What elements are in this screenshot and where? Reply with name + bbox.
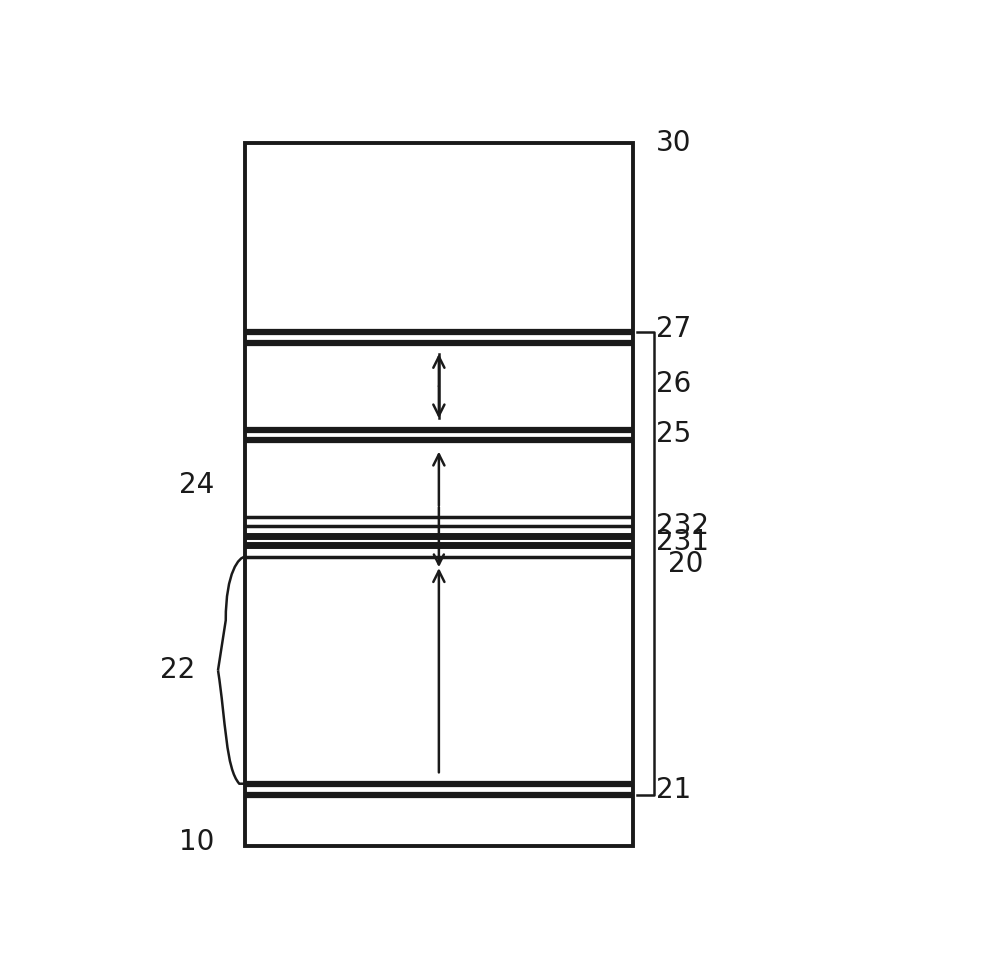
Text: 30: 30 [656, 130, 691, 157]
Text: 24: 24 [179, 471, 214, 500]
Text: 232: 232 [656, 512, 709, 540]
Bar [245, 143, 633, 846]
Text: 231: 231 [656, 528, 709, 556]
Text: 26: 26 [656, 370, 691, 398]
Text: 27: 27 [656, 315, 691, 343]
Text: 20: 20 [668, 549, 703, 578]
Text: 21: 21 [656, 776, 691, 803]
Text: 10: 10 [179, 829, 214, 856]
Text: 25: 25 [656, 421, 691, 448]
Text: 22: 22 [160, 656, 195, 684]
